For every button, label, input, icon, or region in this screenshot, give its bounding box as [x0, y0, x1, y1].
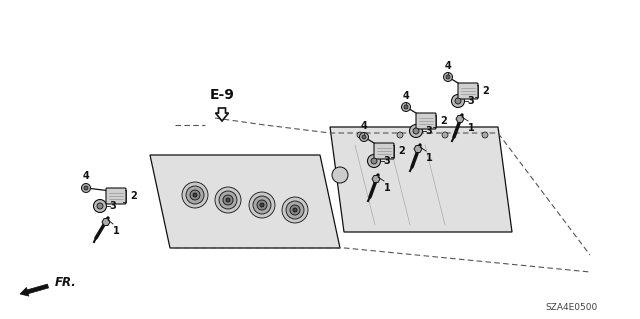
Circle shape: [219, 191, 237, 209]
Polygon shape: [372, 175, 380, 182]
Text: 2: 2: [482, 86, 489, 96]
Text: FR.: FR.: [55, 276, 77, 288]
Circle shape: [215, 187, 241, 213]
Circle shape: [190, 190, 200, 200]
Circle shape: [451, 94, 465, 108]
Text: 4: 4: [360, 121, 367, 131]
Circle shape: [413, 128, 419, 134]
Circle shape: [401, 102, 410, 112]
Circle shape: [362, 135, 366, 139]
Circle shape: [253, 196, 271, 214]
Text: 2: 2: [130, 191, 137, 201]
Polygon shape: [414, 145, 422, 152]
Circle shape: [293, 208, 297, 212]
Text: SZA4E0500: SZA4E0500: [546, 303, 598, 313]
Circle shape: [97, 203, 103, 209]
Text: 2: 2: [398, 146, 404, 156]
Text: 1: 1: [426, 153, 433, 163]
Text: 1: 1: [468, 123, 474, 133]
Polygon shape: [330, 127, 512, 232]
Circle shape: [182, 182, 208, 208]
Circle shape: [444, 72, 452, 81]
Text: E-9: E-9: [209, 88, 234, 102]
Circle shape: [482, 132, 488, 138]
Text: 2: 2: [440, 116, 447, 126]
Circle shape: [367, 154, 381, 167]
Polygon shape: [102, 219, 110, 226]
Polygon shape: [456, 115, 464, 122]
FancyBboxPatch shape: [374, 143, 394, 159]
FancyBboxPatch shape: [458, 83, 478, 99]
FancyBboxPatch shape: [106, 188, 126, 204]
Text: 3: 3: [109, 201, 116, 211]
Circle shape: [286, 201, 304, 219]
Circle shape: [397, 132, 403, 138]
Circle shape: [249, 192, 275, 218]
FancyArrow shape: [20, 284, 49, 296]
Circle shape: [282, 197, 308, 223]
Circle shape: [357, 132, 363, 138]
Circle shape: [332, 167, 348, 183]
Circle shape: [404, 105, 408, 109]
Text: 4: 4: [83, 171, 90, 181]
Circle shape: [226, 198, 230, 202]
Text: 4: 4: [403, 91, 410, 101]
Polygon shape: [150, 155, 340, 248]
Circle shape: [81, 183, 90, 192]
Circle shape: [186, 186, 204, 204]
Circle shape: [257, 200, 267, 210]
Circle shape: [455, 98, 461, 104]
Circle shape: [84, 186, 88, 190]
Text: 3: 3: [426, 126, 433, 136]
Circle shape: [193, 193, 197, 197]
Circle shape: [371, 158, 377, 164]
Circle shape: [442, 132, 448, 138]
Text: 4: 4: [445, 61, 451, 71]
Text: 1: 1: [383, 183, 390, 193]
Circle shape: [446, 75, 450, 79]
Circle shape: [93, 199, 106, 212]
FancyBboxPatch shape: [416, 113, 436, 129]
Circle shape: [360, 132, 369, 142]
Circle shape: [260, 203, 264, 207]
Text: 3: 3: [383, 156, 390, 166]
Circle shape: [290, 205, 300, 215]
Text: 3: 3: [468, 96, 474, 106]
FancyArrow shape: [216, 108, 228, 121]
Circle shape: [410, 124, 422, 137]
Circle shape: [223, 195, 233, 205]
Text: 1: 1: [113, 226, 120, 236]
